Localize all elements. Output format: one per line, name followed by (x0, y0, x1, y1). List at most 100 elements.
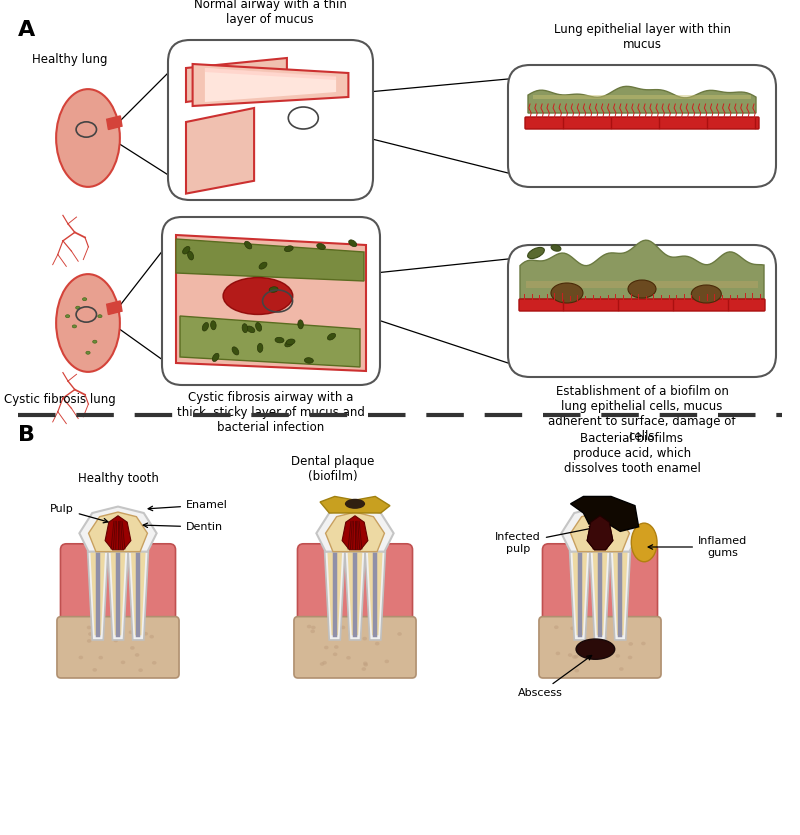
Ellipse shape (551, 245, 561, 251)
Text: Healthy tooth: Healthy tooth (78, 472, 158, 485)
Ellipse shape (78, 655, 83, 660)
Polygon shape (180, 316, 360, 367)
Polygon shape (570, 512, 630, 552)
Ellipse shape (56, 89, 120, 187)
Polygon shape (89, 512, 147, 552)
Ellipse shape (86, 625, 91, 630)
Ellipse shape (182, 246, 190, 254)
FancyBboxPatch shape (508, 245, 776, 377)
Ellipse shape (574, 655, 578, 659)
Polygon shape (320, 497, 390, 513)
Ellipse shape (93, 668, 97, 671)
FancyBboxPatch shape (525, 117, 759, 129)
Polygon shape (593, 552, 607, 635)
Ellipse shape (556, 651, 560, 655)
Ellipse shape (259, 262, 267, 269)
Polygon shape (110, 552, 126, 635)
FancyBboxPatch shape (298, 544, 413, 631)
Ellipse shape (345, 498, 365, 509)
Ellipse shape (631, 523, 657, 562)
Polygon shape (345, 552, 365, 640)
Polygon shape (587, 516, 613, 549)
FancyBboxPatch shape (294, 616, 416, 678)
Ellipse shape (572, 655, 577, 659)
Polygon shape (573, 552, 587, 635)
Ellipse shape (327, 333, 335, 340)
Text: Cystic fibrosis airway with a
thick, sticky layer of mucus and
bacterial infecti: Cystic fibrosis airway with a thick, sti… (177, 391, 365, 434)
Ellipse shape (322, 660, 327, 665)
Polygon shape (186, 108, 254, 194)
Polygon shape (106, 301, 122, 315)
Polygon shape (342, 516, 368, 549)
Ellipse shape (134, 630, 138, 634)
FancyBboxPatch shape (57, 616, 179, 678)
Ellipse shape (98, 315, 102, 317)
Ellipse shape (188, 251, 194, 260)
Ellipse shape (143, 632, 148, 635)
Ellipse shape (56, 274, 120, 372)
Ellipse shape (317, 244, 326, 250)
Ellipse shape (87, 639, 91, 643)
Ellipse shape (333, 652, 338, 656)
Ellipse shape (398, 632, 402, 635)
Polygon shape (327, 552, 342, 635)
Text: Dentin: Dentin (143, 522, 223, 532)
Text: B: B (18, 425, 35, 445)
Ellipse shape (629, 642, 633, 645)
Text: Healthy lung: Healthy lung (32, 53, 108, 66)
Polygon shape (325, 552, 345, 640)
FancyBboxPatch shape (539, 616, 661, 678)
Polygon shape (176, 239, 364, 281)
Polygon shape (533, 95, 751, 99)
Ellipse shape (202, 322, 209, 331)
Ellipse shape (275, 337, 284, 343)
Polygon shape (587, 516, 613, 549)
Ellipse shape (341, 625, 346, 630)
Ellipse shape (304, 357, 314, 363)
Ellipse shape (320, 662, 324, 665)
Ellipse shape (570, 626, 575, 630)
Text: Pulp: Pulp (50, 504, 108, 523)
Ellipse shape (150, 635, 154, 639)
Ellipse shape (232, 347, 239, 355)
Text: Inflamed
gums: Inflamed gums (648, 536, 747, 558)
Polygon shape (79, 507, 157, 552)
Ellipse shape (258, 343, 263, 352)
Ellipse shape (641, 641, 646, 645)
Ellipse shape (130, 646, 134, 650)
Ellipse shape (568, 653, 573, 657)
Polygon shape (365, 552, 386, 640)
Ellipse shape (242, 324, 248, 332)
Text: A: A (18, 20, 35, 40)
Ellipse shape (349, 633, 353, 637)
Ellipse shape (334, 645, 338, 649)
Ellipse shape (86, 352, 90, 354)
Ellipse shape (628, 280, 656, 298)
Polygon shape (520, 240, 764, 299)
Text: Dental plaque
(biofilm): Dental plaque (biofilm) (291, 455, 374, 483)
Polygon shape (368, 552, 382, 635)
Ellipse shape (375, 642, 379, 645)
Ellipse shape (619, 667, 624, 671)
Ellipse shape (602, 625, 606, 629)
Polygon shape (562, 507, 638, 552)
FancyBboxPatch shape (162, 217, 380, 385)
Ellipse shape (129, 630, 134, 634)
Ellipse shape (138, 668, 143, 672)
Ellipse shape (554, 625, 558, 629)
Polygon shape (326, 512, 385, 552)
Ellipse shape (588, 653, 593, 656)
Text: Infected
pulp: Infected pulp (495, 527, 594, 554)
Ellipse shape (245, 241, 252, 249)
Ellipse shape (551, 283, 583, 303)
Ellipse shape (285, 341, 293, 347)
Polygon shape (105, 516, 131, 549)
Ellipse shape (76, 306, 80, 309)
Polygon shape (316, 507, 394, 552)
Ellipse shape (269, 286, 278, 292)
Ellipse shape (88, 632, 93, 636)
Ellipse shape (324, 645, 329, 650)
Polygon shape (90, 552, 105, 635)
Ellipse shape (114, 639, 118, 642)
Ellipse shape (210, 321, 216, 330)
